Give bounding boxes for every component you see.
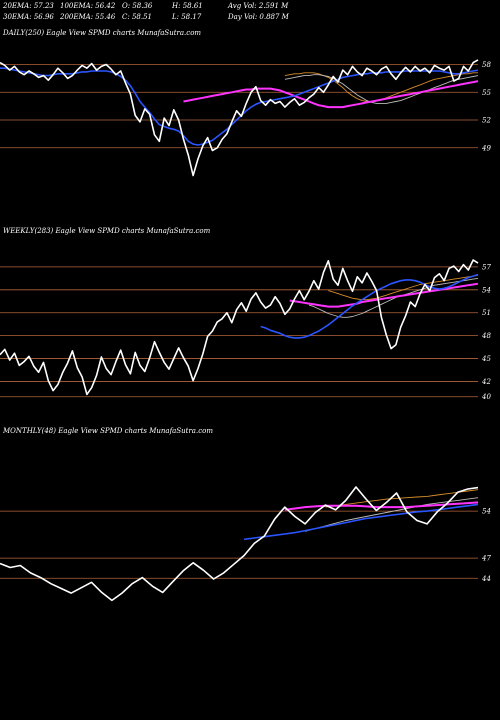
header-200ema: 200EMA: 55.46 (60, 13, 116, 21)
y-tick-label: 54 (482, 508, 491, 516)
ema-fast-line (243, 503, 479, 541)
ema-fast-line (0, 67, 479, 146)
price-line (0, 59, 479, 177)
ema-fast-line (260, 273, 479, 339)
y-tick-label: 54 (482, 286, 491, 294)
y-tick-label: 58 (482, 61, 491, 69)
weekly-chart: 57 54 51 48 45 42 40 (0, 259, 491, 401)
header-open: O: 58.36 (122, 2, 153, 10)
ema-orange-line (325, 489, 479, 508)
daily-panel-title: DAILY(250) Eagle View SPMD charts Munafa… (3, 29, 202, 37)
y-tick-label: 57 (482, 263, 491, 271)
y-tick-label: 47 (481, 555, 491, 563)
ema-mid-line (308, 277, 479, 318)
header-20ema: 20EMA: 57.23 (3, 2, 54, 10)
y-tick-label: 52 (482, 117, 491, 125)
y-tick-label: 40 (481, 393, 491, 401)
daily-chart: 58 55 52 49 (0, 59, 491, 177)
header-avg-vol: Avg Vol: 2.591 M (228, 2, 289, 10)
price-line (0, 486, 479, 602)
weekly-panel-title: WEEKLY(283) Eagle View SPMD charts Munaf… (3, 227, 211, 235)
price-line (0, 259, 479, 396)
monthly-chart: 54 47 44 (0, 486, 491, 602)
y-tick-label: 44 (481, 575, 491, 583)
y-tick-label: 42 (481, 378, 491, 386)
y-tick-label: 45 (481, 355, 491, 363)
y-tick-label: 51 (482, 309, 491, 317)
y-tick-label: 55 (482, 89, 491, 97)
ema-mid-line (284, 74, 479, 104)
header-day-vol: Day Vol: 0.887 M (228, 13, 289, 21)
y-tick-label: 48 (481, 332, 491, 340)
ema-slow-line (183, 80, 479, 109)
header-low: L: 58.17 (172, 13, 202, 21)
header-100ema: 100EMA: 56.42 (60, 2, 116, 10)
monthly-panel-title: MONTHLY(48) Eagle View SPMD charts Munaf… (3, 427, 213, 435)
header-close: C: 58.51 (122, 13, 152, 21)
ema-slow-line (289, 282, 479, 308)
header-30ema: 30EMA: 56.96 (3, 13, 54, 21)
header-high: H: 58.61 (172, 2, 203, 10)
ema-orange-line (328, 274, 479, 301)
y-tick-label: 49 (481, 144, 491, 152)
